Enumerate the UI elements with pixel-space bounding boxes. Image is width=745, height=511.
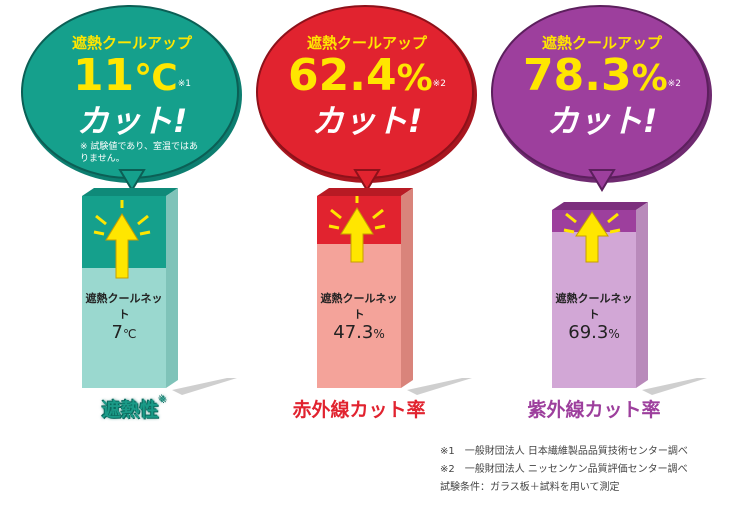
- caption: 遮熱性※: [101, 395, 167, 421]
- bubble-value: 78.3%※2: [523, 50, 681, 101]
- box-product-name: 遮熱クールネット: [555, 292, 633, 321]
- bubble-note: ※ 試験値であり、室温ではありません。: [80, 142, 198, 164]
- box-shadow: [642, 378, 707, 395]
- box-side-face: [401, 188, 413, 388]
- panel-graphic: [491, 5, 712, 395]
- bubble-title: 遮熱クールアップ: [541, 34, 662, 52]
- box-shadow: [407, 378, 472, 395]
- bubble-tail: [353, 169, 381, 192]
- caption: 赤外線カット率: [292, 399, 426, 421]
- bubble-title: 遮熱クールアップ: [71, 34, 192, 52]
- box-shadow: [172, 378, 237, 395]
- sparkle-icon: [328, 196, 386, 230]
- box-value: 7℃: [111, 322, 137, 343]
- bubble-tail: [118, 169, 146, 192]
- bubble-cut-label: カット!: [311, 102, 423, 140]
- bubble-tail: [588, 169, 616, 192]
- box-top-face: [82, 188, 178, 196]
- bubble-value: 11℃※1: [72, 50, 192, 101]
- sparkle-icon: [93, 200, 151, 236]
- box-top-face: [317, 188, 413, 196]
- box-side-face: [636, 202, 648, 388]
- box-top-face: [552, 202, 648, 210]
- up-arrow-icon: [340, 207, 374, 263]
- bubble-value: 62.4%※2: [288, 50, 446, 101]
- panel-ultraviolet: 遮熱クールアップ 78.3%※2 カット! 遮熱クールネット 69.3% 紫外線…: [482, 0, 722, 430]
- box-product-name: 遮熱クールネット: [85, 292, 163, 321]
- bubble-title: 遮熱クールアップ: [306, 34, 427, 52]
- box-side-face: [166, 188, 178, 388]
- panel-infrared: 遮熱クールアップ 62.4%※2 カット! 遮熱クールネット 47.3% 赤外線…: [247, 0, 487, 430]
- up-arrow-icon: [575, 211, 609, 263]
- up-arrow-icon: [105, 213, 139, 279]
- box-label: 遮熱クールネット 47.3%: [317, 290, 401, 343]
- box-product-name: 遮熱クールネット: [320, 292, 398, 321]
- footnote-1: ※1 一般財団法人 日本繊維製品品質技術センター調べ: [440, 446, 688, 457]
- box-label: 遮熱クールネット 69.3%: [552, 290, 636, 343]
- panel-graphic: [21, 5, 242, 395]
- sparkle-icon: [563, 212, 621, 234]
- footnote-2: ※2 一般財団法人 ニッセンケン品質評価センター調べ: [440, 464, 688, 475]
- caption: 紫外線カット率: [527, 399, 661, 421]
- box-value: 47.3%: [333, 322, 385, 343]
- box-label: 遮熱クールネット 7℃: [82, 290, 166, 343]
- bubble-cut-label: カット!: [546, 102, 658, 140]
- test-conditions: 試験条件：ガラス板＋試料を用いて測定: [440, 482, 620, 493]
- panel-heat-shield: 遮熱クールアップ 11℃※1 カット! ※ 試験値であり、室温ではありません。 …: [12, 0, 252, 430]
- bubble-cut-label: カット!: [76, 102, 188, 140]
- footnotes: ※1 一般財団法人 日本繊維製品品質技術センター調べ ※2 一般財団法人 ニッセ…: [440, 443, 688, 497]
- panel-graphic: [256, 5, 477, 395]
- box-value: 69.3%: [568, 322, 620, 343]
